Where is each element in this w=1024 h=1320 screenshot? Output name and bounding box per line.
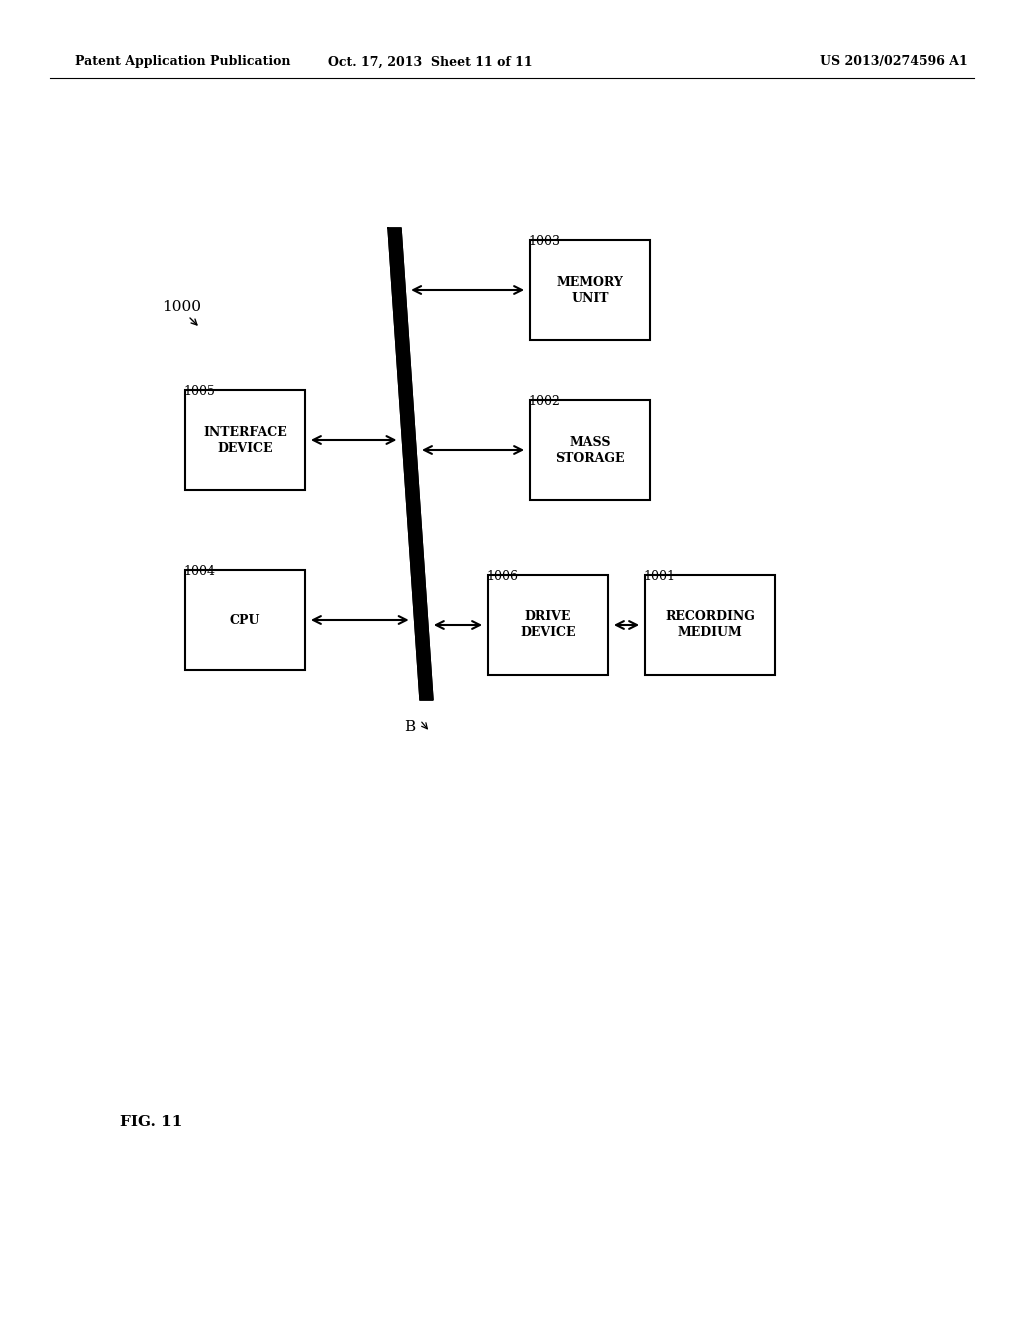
Text: US 2013/0274596 A1: US 2013/0274596 A1 xyxy=(820,55,968,69)
Bar xyxy=(488,576,608,675)
Bar xyxy=(530,400,650,500)
Text: Oct. 17, 2013  Sheet 11 of 11: Oct. 17, 2013 Sheet 11 of 11 xyxy=(328,55,532,69)
Text: 1005: 1005 xyxy=(183,385,215,399)
Text: MASS
STORAGE: MASS STORAGE xyxy=(555,436,625,465)
Bar xyxy=(645,576,775,675)
Bar xyxy=(185,389,305,490)
Text: 1004: 1004 xyxy=(183,565,215,578)
Text: 1001: 1001 xyxy=(643,570,675,583)
Bar xyxy=(185,570,305,671)
Text: MEMORY
UNIT: MEMORY UNIT xyxy=(557,276,624,305)
Text: B: B xyxy=(403,719,415,734)
Polygon shape xyxy=(388,228,433,700)
Text: FIG. 11: FIG. 11 xyxy=(120,1115,182,1129)
Text: RECORDING
MEDIUM: RECORDING MEDIUM xyxy=(665,610,755,639)
Bar xyxy=(530,240,650,341)
Text: 1000: 1000 xyxy=(162,300,201,314)
Text: 1003: 1003 xyxy=(528,235,560,248)
Text: Patent Application Publication: Patent Application Publication xyxy=(75,55,291,69)
Text: 1006: 1006 xyxy=(486,570,518,583)
Text: CPU: CPU xyxy=(229,614,260,627)
Text: 1002: 1002 xyxy=(528,395,560,408)
Text: INTERFACE
DEVICE: INTERFACE DEVICE xyxy=(203,425,287,454)
Text: DRIVE
DEVICE: DRIVE DEVICE xyxy=(520,610,575,639)
